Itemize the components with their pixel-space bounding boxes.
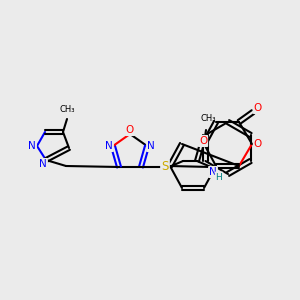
Text: N: N	[28, 141, 36, 151]
Text: N: N	[105, 141, 113, 151]
Text: CH₃: CH₃	[59, 105, 75, 114]
Text: O: O	[254, 103, 262, 113]
Text: CH₃: CH₃	[200, 114, 216, 123]
Text: N: N	[209, 167, 217, 177]
Text: N: N	[147, 141, 155, 151]
Text: N: N	[39, 159, 47, 169]
Text: O: O	[254, 139, 262, 149]
Text: H: H	[216, 172, 222, 182]
Text: S: S	[161, 160, 169, 173]
Text: O: O	[199, 136, 207, 146]
Text: O: O	[126, 125, 134, 135]
